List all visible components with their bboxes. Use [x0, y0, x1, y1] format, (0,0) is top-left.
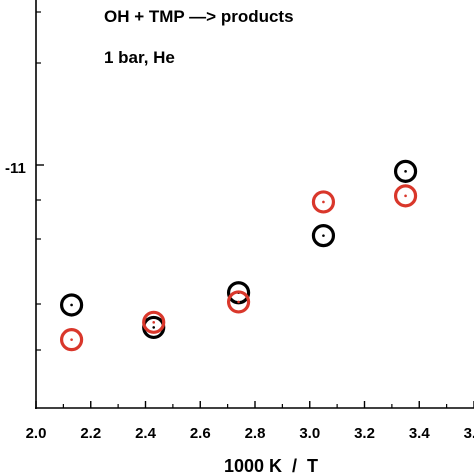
x-tick-label: 2.4	[135, 425, 157, 442]
data-point-center-series-2	[237, 300, 240, 304]
data-points	[59, 159, 418, 352]
data-point-center-series-1	[152, 326, 156, 329]
data-point-ring-series-1	[393, 159, 418, 183]
x-tick-label: 3.6	[464, 425, 474, 442]
data-point-center-series-2	[70, 338, 73, 341]
data-point-center-series-2	[322, 200, 325, 204]
data-point-ring-series-1	[311, 224, 336, 248]
x-tick-label: 3.4	[409, 425, 431, 442]
x-ticks: 2.0 2.2 2.4 2.6 2.8 3.0 3.2 3.4 3.6	[26, 401, 474, 442]
data-point-center-series-2	[404, 194, 407, 198]
y-ticks	[36, 11, 44, 351]
data-point-center-series-1	[70, 303, 73, 307]
data-point-center-series-2	[152, 321, 156, 324]
annotation-conditions: 1 bar, He	[104, 48, 175, 67]
x-tick-label: 3.2	[354, 425, 375, 442]
data-point-center-series-1	[404, 170, 407, 173]
x-tick-label: 2.8	[245, 425, 266, 442]
data-point-ring-series-2	[393, 184, 418, 208]
x-tick-label: 2.0	[26, 425, 47, 442]
x-tick-label: 2.6	[190, 425, 211, 442]
annotation-reaction: OH + TMP —> products	[104, 7, 294, 26]
x-tick-label: 2.2	[80, 425, 101, 442]
data-point-ring-series-2	[311, 190, 336, 214]
data-point-center-series-1	[322, 234, 325, 237]
y-tick-label: -11	[5, 160, 26, 177]
data-point-ring-series-2	[226, 290, 251, 314]
data-point-ring-series-2	[59, 328, 84, 352]
x-tick-label: 3.0	[299, 425, 320, 442]
data-point-ring-series-1	[59, 293, 84, 317]
x-axis-label: 1000 K / T	[224, 456, 318, 474]
data-point-ring-series-2	[142, 310, 166, 334]
